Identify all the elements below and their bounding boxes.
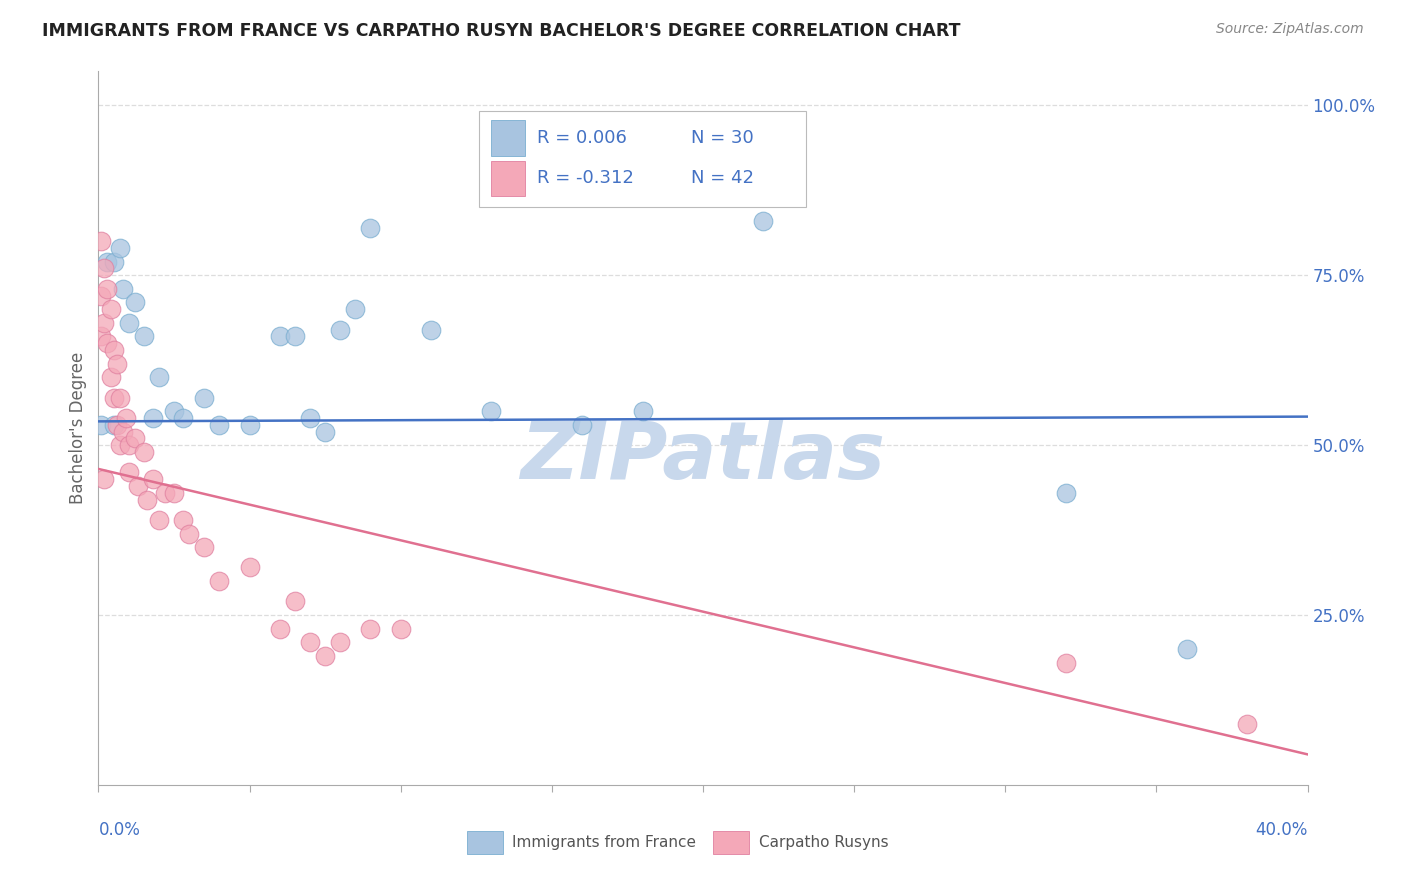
Point	[193, 540, 215, 554]
Point	[124, 295, 146, 310]
Point	[481, 404, 503, 418]
Y-axis label: Bachelor's Degree: Bachelor's Degree	[69, 352, 87, 504]
Point	[108, 438, 131, 452]
Point	[193, 391, 215, 405]
Point	[153, 485, 176, 500]
Point	[314, 425, 336, 439]
Point	[90, 288, 112, 302]
Text: Carpatho Rusyns: Carpatho Rusyns	[759, 835, 889, 849]
Point	[103, 254, 125, 268]
Point	[269, 329, 291, 343]
Text: N = 30: N = 30	[690, 128, 754, 146]
Point	[148, 370, 170, 384]
Text: R = -0.312: R = -0.312	[537, 169, 634, 187]
Point	[100, 370, 122, 384]
FancyBboxPatch shape	[467, 831, 503, 855]
Point	[314, 648, 336, 663]
Point	[148, 513, 170, 527]
Point	[571, 417, 593, 432]
Point	[239, 417, 262, 432]
Point	[142, 411, 165, 425]
Point	[1054, 485, 1077, 500]
Point	[103, 417, 125, 432]
Point	[90, 329, 112, 343]
Point	[1054, 656, 1077, 670]
Point	[172, 513, 194, 527]
Point	[163, 404, 186, 418]
FancyBboxPatch shape	[492, 120, 526, 155]
FancyBboxPatch shape	[492, 161, 526, 196]
Point	[118, 438, 141, 452]
Point	[118, 316, 141, 330]
Point	[239, 560, 262, 574]
Point	[1236, 716, 1258, 731]
Point	[172, 411, 194, 425]
Point	[1175, 642, 1198, 657]
Text: R = 0.006: R = 0.006	[537, 128, 627, 146]
Point	[100, 302, 122, 317]
Point	[96, 282, 118, 296]
Point	[179, 526, 201, 541]
Point	[132, 445, 155, 459]
Text: Immigrants from France: Immigrants from France	[512, 835, 696, 849]
Point	[93, 472, 115, 486]
Point	[284, 329, 307, 343]
Point	[389, 622, 412, 636]
Point	[118, 466, 141, 480]
Point	[329, 635, 352, 649]
Point	[163, 485, 186, 500]
Point	[360, 220, 382, 235]
Point	[299, 411, 322, 425]
Point	[103, 391, 125, 405]
Point	[103, 343, 125, 357]
Point	[124, 431, 146, 445]
Text: Source: ZipAtlas.com: Source: ZipAtlas.com	[1216, 22, 1364, 37]
Point	[108, 241, 131, 255]
FancyBboxPatch shape	[713, 831, 749, 855]
Point	[135, 492, 157, 507]
Point	[108, 391, 131, 405]
Text: 0.0%: 0.0%	[98, 821, 141, 838]
Point	[631, 404, 654, 418]
Point	[299, 635, 322, 649]
Point	[208, 574, 231, 588]
Point	[360, 622, 382, 636]
Point	[114, 411, 136, 425]
Point	[329, 323, 352, 337]
Point	[93, 316, 115, 330]
Point	[105, 417, 128, 432]
Point	[142, 472, 165, 486]
Point	[111, 282, 134, 296]
Point	[132, 329, 155, 343]
Point	[208, 417, 231, 432]
Point	[284, 594, 307, 608]
FancyBboxPatch shape	[479, 111, 806, 207]
Text: ZIPatlas: ZIPatlas	[520, 417, 886, 496]
Point	[93, 261, 115, 276]
Text: 40.0%: 40.0%	[1256, 821, 1308, 838]
Point	[344, 302, 367, 317]
Point	[111, 425, 134, 439]
Text: IMMIGRANTS FROM FRANCE VS CARPATHO RUSYN BACHELOR'S DEGREE CORRELATION CHART: IMMIGRANTS FROM FRANCE VS CARPATHO RUSYN…	[42, 22, 960, 40]
Point	[752, 214, 775, 228]
Point	[269, 622, 291, 636]
Text: N = 42: N = 42	[690, 169, 754, 187]
Point	[105, 357, 128, 371]
Point	[96, 336, 118, 351]
Point	[90, 417, 112, 432]
Point	[90, 234, 112, 248]
Point	[96, 254, 118, 268]
Point	[420, 323, 443, 337]
Point	[127, 479, 149, 493]
